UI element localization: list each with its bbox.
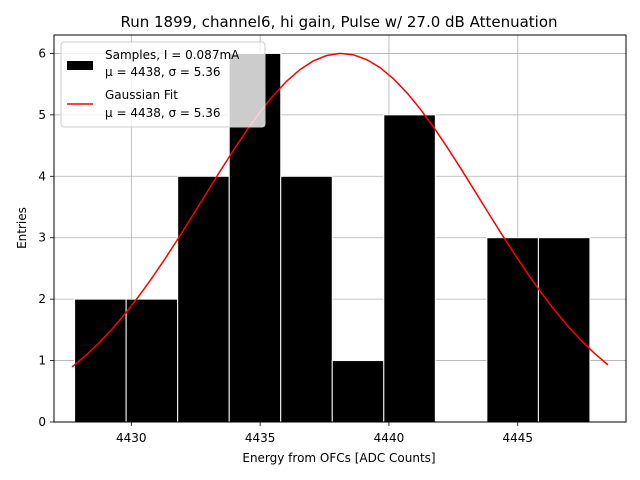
y-tick-label: 5: [38, 108, 46, 122]
plot-frame: [53, 34, 627, 423]
legend-swatch-samples: [67, 61, 93, 70]
gaussian-fit-curve: [71, 52, 609, 368]
legend: Samples, I = 0.087mA μ = 4438, σ = 5.36 …: [60, 41, 266, 128]
y-tick-label: 0: [38, 415, 46, 429]
histogram-bar: [383, 114, 436, 423]
legend-box: [60, 41, 266, 128]
y-tick-label: 6: [38, 46, 46, 60]
chart-title: Run 1899, channel6, hi gain, Pulse w/ 27…: [120, 13, 557, 31]
x-tick-label: 4430: [116, 431, 147, 445]
histogram-bar: [331, 360, 385, 423]
gaussian-fit-line: [71, 52, 609, 368]
legend-label-samples: Samples, I = 0.087mA: [105, 48, 240, 62]
histogram-bar: [74, 298, 127, 423]
legend-label-fit: Gaussian Fit: [105, 88, 178, 102]
x-tick-label: 4435: [245, 431, 276, 445]
x-tick-label: 4440: [374, 431, 405, 445]
y-axis-ticks: 0 1 2 3 4 5 6: [38, 46, 54, 429]
histogram-bars: [74, 52, 591, 423]
x-axis-label: Energy from OFCs [ADC Counts]: [242, 451, 435, 465]
y-axis-label: Entries: [15, 207, 29, 249]
histogram-bar: [280, 175, 333, 423]
legend-stats-samples: μ = 4438, σ = 5.36: [105, 65, 221, 79]
x-axis-ticks: 4430 4435 4440 4445: [116, 422, 533, 445]
y-tick-label: 2: [38, 292, 46, 306]
histogram-bar: [177, 175, 230, 423]
legend-stats-fit: μ = 4438, σ = 5.36: [105, 106, 221, 120]
histogram-bar: [537, 237, 591, 423]
y-tick-label: 1: [38, 354, 46, 368]
y-tick-label: 4: [38, 169, 46, 183]
histogram-bar: [486, 237, 539, 423]
x-tick-label: 4445: [503, 431, 534, 445]
histogram-bar: [125, 298, 179, 423]
y-tick-label: 3: [38, 231, 46, 245]
